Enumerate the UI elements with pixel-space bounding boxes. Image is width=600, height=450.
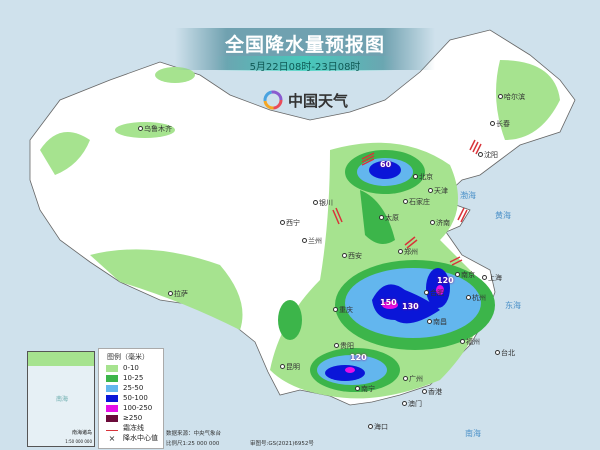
map-title: 全国降水量预报图 [224, 34, 385, 56]
frost-line-icon [106, 426, 118, 431]
legend-item: × 降水中心值 [106, 433, 163, 443]
cross-icon: × [108, 433, 116, 443]
legend-swatch [106, 394, 118, 402]
city-label: 西安 [342, 251, 362, 261]
legend-label: 100-250 [123, 404, 153, 412]
rain-center-value: 120 [437, 276, 454, 285]
city-label: 北京 [413, 172, 433, 182]
subtitle-bar [215, 56, 395, 71]
inset-label: 南海诸岛 [71, 430, 92, 436]
city-label: 济南 [430, 218, 450, 228]
brand-logo: 中国天气 [262, 89, 348, 111]
approval-number: 审图号:GS(2021)6952号 [250, 441, 314, 447]
city-label: 福州 [460, 337, 480, 347]
rain-50-100 [325, 161, 450, 381]
city-label: 贵阳 [334, 341, 354, 351]
city-label: 合肥 [424, 288, 444, 298]
legend: 图例（毫米） 0-10 10-25 25-50 50-100 100-250 ≥… [98, 348, 164, 449]
rain-center-value: 130 [402, 302, 419, 311]
legend-label: ≥250 [123, 414, 143, 422]
legend-item: 100-250 [106, 403, 163, 413]
map-scale: 比例尺1:25 000 000 [166, 441, 220, 447]
city-label: 澳门 [402, 399, 422, 409]
city-label: 香港 [422, 387, 442, 397]
city-label: 兰州 [302, 236, 322, 246]
weather-logo-icon [263, 90, 283, 110]
city-label: 乌鲁木齐 [138, 124, 172, 134]
legend-item: 0-10 [106, 363, 163, 373]
sea-label: 渤海 [460, 191, 476, 200]
data-source: 数据来源：中央气象台 [166, 431, 222, 437]
legend-label: 10-25 [123, 374, 144, 382]
brand-name: 中国天气 [288, 91, 349, 110]
city-label: 拉萨 [168, 289, 188, 299]
city-label: 西宁 [280, 218, 300, 228]
rain-center-value: 120 [350, 353, 367, 362]
city-label: 广州 [403, 374, 423, 384]
city-label: 哈尔滨 [498, 92, 525, 102]
city-label: 上海 [482, 273, 502, 283]
city-label: 长春 [490, 119, 510, 129]
legend-label: 霜冻线 [123, 424, 144, 432]
legend-item: 霜冻线 [106, 423, 163, 433]
city-label: 银川 [313, 198, 333, 208]
city-label: 太原 [379, 213, 399, 223]
city-label: 沈阳 [478, 150, 498, 160]
city-label: 台北 [495, 348, 515, 358]
legend-swatch [106, 404, 118, 412]
legend-swatch [106, 364, 118, 372]
legend-item: 50-100 [106, 393, 163, 403]
legend-swatch [106, 414, 118, 422]
map-subtitle: 5月22日08时-23日08时 [249, 62, 361, 73]
legend-swatch [106, 384, 118, 392]
city-label: 郑州 [398, 247, 418, 257]
legend-label: 50-100 [123, 394, 148, 402]
legend-item: 10-25 [106, 373, 163, 383]
rain-center-value: 150 [380, 298, 397, 307]
inset-scale: 1:50 000 000 [65, 439, 92, 444]
legend-label: 25-50 [123, 384, 144, 392]
city-label: 南京 [455, 270, 475, 280]
sea-label: 南海 [465, 429, 481, 438]
inset-land [28, 352, 94, 366]
city-label: 南昌 [427, 317, 447, 327]
city-label: 天津 [428, 186, 448, 196]
city-label: 重庆 [333, 305, 353, 315]
legend-label: 降水中心值 [123, 434, 158, 442]
city-label: 杭州 [466, 293, 486, 303]
rain-center-value: 60 [380, 160, 392, 169]
legend-item: ≥250 [106, 413, 163, 423]
inset-sea-label: 南海 [56, 396, 69, 403]
sea-label: 东海 [505, 301, 521, 310]
legend-swatch [106, 374, 118, 382]
south-china-sea-inset: 南海 南海诸岛 1:50 000 000 [27, 351, 95, 447]
city-label: 昆明 [280, 362, 300, 372]
legend-title: 图例（毫米） [107, 353, 149, 361]
sea-label: 黄海 [495, 211, 511, 220]
city-label: 海口 [368, 422, 388, 432]
city-label: 石家庄 [403, 197, 430, 207]
legend-item: 25-50 [106, 383, 163, 393]
city-label: 南宁 [355, 384, 375, 394]
legend-label: 0-10 [123, 364, 139, 372]
